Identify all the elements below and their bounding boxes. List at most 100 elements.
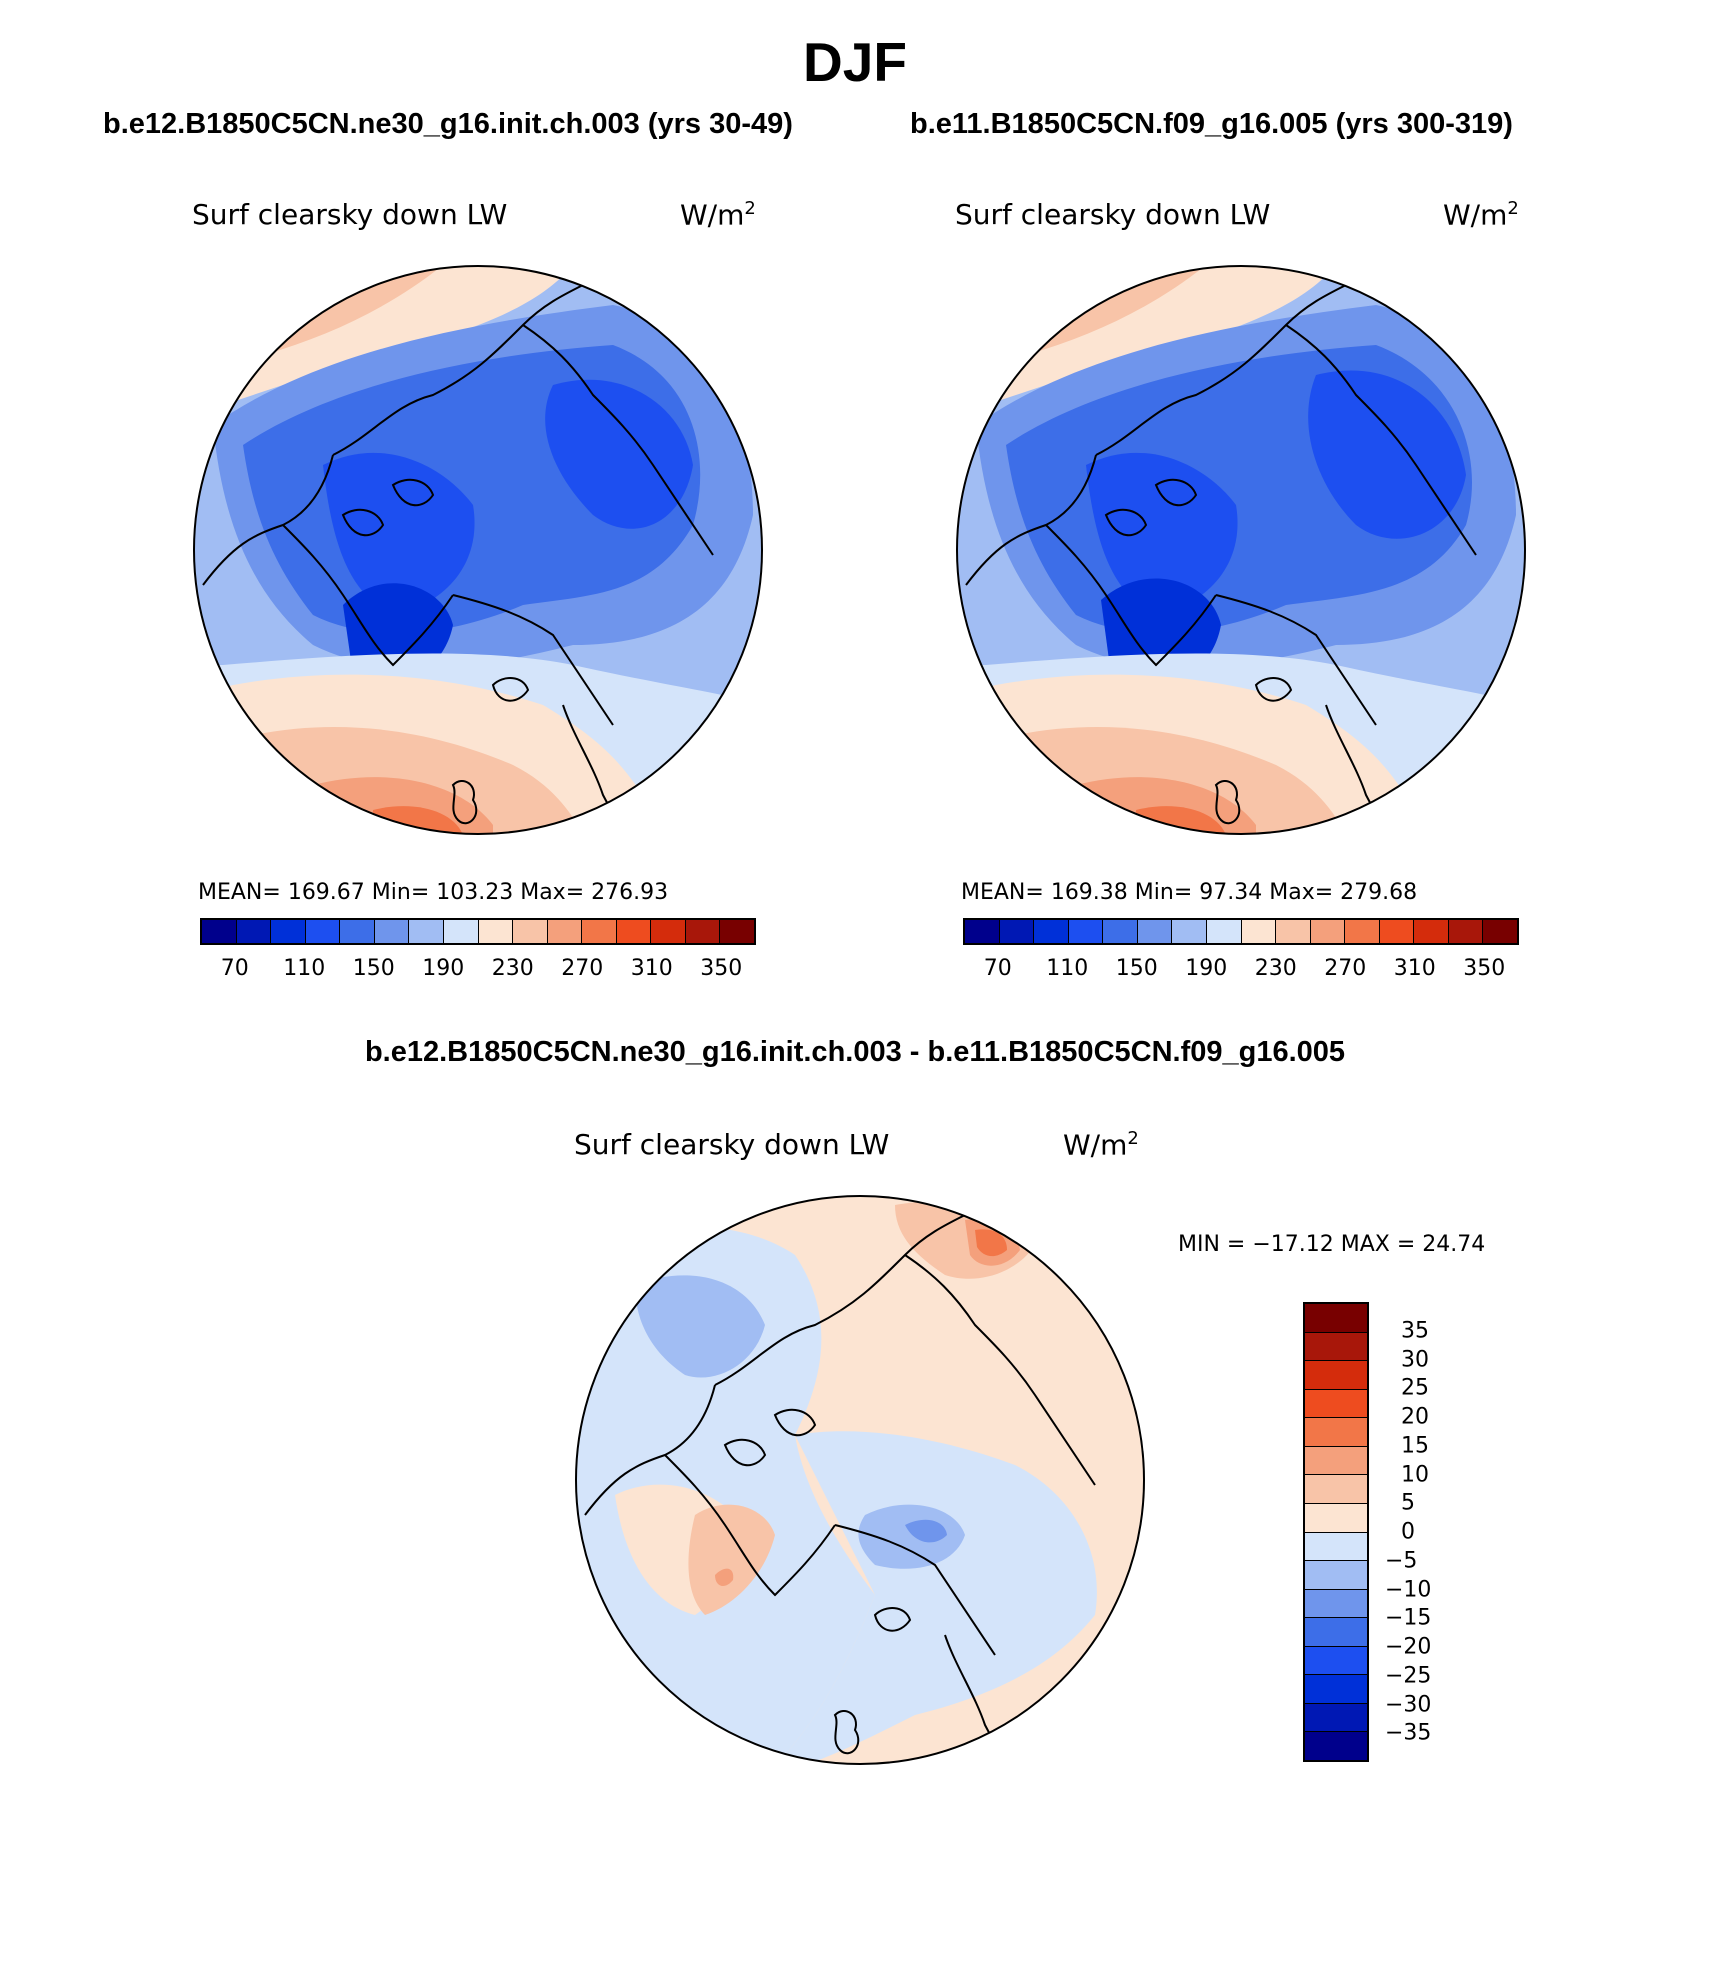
diff-colorbar <box>1303 1302 1369 1762</box>
panel2-colorbar-tick-label: 310 <box>1393 956 1436 981</box>
panel1-colorbar-swatch <box>513 920 548 943</box>
diff-colorbar-swatch <box>1305 1589 1367 1619</box>
diff-colorbar-swatch <box>1305 1532 1367 1562</box>
diff-colorbar-swatch <box>1305 1703 1367 1733</box>
case-title-right: b.e11.B1850C5CN.f09_g16.005 (yrs 300-319… <box>910 108 1513 140</box>
panel1-colorbar-swatch <box>547 920 583 943</box>
panel1-colorbar-swatch <box>616 920 652 943</box>
diff-colorbar-tick-label: −20 <box>1385 1634 1432 1660</box>
diff-colorbar-swatch <box>1305 1446 1367 1476</box>
panel1-colorbar-tick-label: 110 <box>283 956 326 981</box>
diff-colorbar-swatch <box>1305 1389 1367 1419</box>
diff-colorbar-swatch <box>1305 1646 1367 1676</box>
diff-colorbar-tick-label: −5 <box>1385 1548 1418 1574</box>
panel1-colorbar-swatch <box>271 920 306 943</box>
panel2-colorbar-swatch <box>1172 920 1207 943</box>
panel1-colorbar-ticks: 70 110 150 190 230 270 310 350 <box>200 956 756 986</box>
panel1-map <box>193 265 763 835</box>
panel1-colorbar-tick-label: 310 <box>630 956 673 981</box>
panel1-colorbar-swatch <box>340 920 375 943</box>
diff-map <box>575 1195 1145 1765</box>
panel1-stats: MEAN= 169.67 Min= 103.23 Max= 276.93 <box>198 880 669 905</box>
panel2-colorbar-swatch <box>1034 920 1069 943</box>
panel2-colorbar-tick-label: 230 <box>1254 956 1297 981</box>
panel1-colorbar-swatch <box>443 920 479 943</box>
panel2-units: W/m2 <box>1443 198 1519 232</box>
panel1-colorbar-swatch <box>582 920 617 943</box>
diff-colorbar-swatch <box>1305 1732 1367 1760</box>
diff-colorbar-tick-label: 10 <box>1401 1462 1429 1487</box>
panel2-colorbar-ticks: 70 110 150 190 230 270 310 350 <box>963 956 1519 986</box>
diff-colorbar-tick-label: −15 <box>1385 1605 1432 1631</box>
panel2-colorbar-swatch <box>1379 920 1415 943</box>
panel1-colorbar-tick-label: 70 <box>220 956 249 981</box>
panel1-colorbar-swatch <box>236 920 272 943</box>
panel1-colorbar-swatch <box>651 920 686 943</box>
diff-colorbar-swatch <box>1305 1561 1367 1590</box>
diff-units: W/m2 <box>1063 1128 1139 1162</box>
panel1-colorbar-swatch <box>685 920 721 943</box>
figure-title: DJF <box>803 31 907 93</box>
panel1-colorbar-tick-label: 230 <box>491 956 534 981</box>
difference-title: b.e12.B1850C5CN.ne30_g16.init.ch.003 - b… <box>364 1036 1346 1068</box>
panel2-colorbar-tick-label: 190 <box>1185 956 1228 981</box>
diff-colorbar-tick-label: −25 <box>1385 1663 1432 1689</box>
panel2-colorbar-tick-label: 70 <box>983 956 1012 981</box>
diff-colorbar-swatch <box>1305 1304 1367 1333</box>
panel2-variable: Surf clearsky down LW <box>955 198 1271 231</box>
diff-colorbar-tick-label: 20 <box>1401 1404 1429 1430</box>
panel2-stats: MEAN= 169.38 Min= 97.34 Max= 279.68 <box>961 880 1418 905</box>
diff-colorbar-swatch <box>1305 1361 1367 1390</box>
diff-stats: MIN = −17.12 MAX = 24.74 <box>1178 1232 1486 1257</box>
diff-colorbar-tick-label: 35 <box>1401 1318 1429 1344</box>
panel1-colorbar-tick-label: 190 <box>422 956 465 981</box>
panel2-colorbar-swatch <box>1137 920 1173 943</box>
diff-colorbar-tick-label: 5 <box>1401 1490 1415 1516</box>
diff-colorbar-ticks: 35 30 25 20 15 10 5 0 −5 −10 −15 −20 −25 −30 −35 <box>1385 1302 1465 1762</box>
diff-colorbar-swatch <box>1305 1475 1367 1504</box>
panel2-colorbar-tick-label: 270 <box>1324 956 1367 981</box>
diff-colorbar-tick-label: 30 <box>1401 1347 1429 1372</box>
panel2-colorbar-tick-label: 350 <box>1463 956 1506 981</box>
diff-colorbar-swatch <box>1305 1618 1367 1647</box>
panel1-colorbar-swatch <box>720 920 754 943</box>
diff-colorbar-tick-label: −30 <box>1385 1692 1432 1717</box>
diff-variable: Surf clearsky down LW <box>574 1128 890 1161</box>
panel2-colorbar <box>963 918 1519 945</box>
panel1-colorbar-swatch <box>305 920 341 943</box>
panel1-colorbar-swatch <box>478 920 514 943</box>
panel2-colorbar-swatch <box>1414 920 1449 943</box>
diff-colorbar-tick-label: 25 <box>1401 1375 1429 1401</box>
panel2-colorbar-swatch <box>1241 920 1277 943</box>
panel2-colorbar-swatch <box>1206 920 1242 943</box>
panel2-colorbar-swatch <box>965 920 1000 943</box>
case-title-left: b.e12.B1850C5CN.ne30_g16.init.ch.003 (yr… <box>103 108 793 140</box>
diff-colorbar-swatch <box>1305 1418 1367 1447</box>
panel2-colorbar-swatch <box>999 920 1035 943</box>
panel1-units: W/m2 <box>680 198 756 232</box>
panel1-colorbar <box>200 918 756 945</box>
panel2-colorbar-swatch <box>1068 920 1104 943</box>
panel2-colorbar-swatch <box>1483 920 1517 943</box>
panel1-colorbar-swatch <box>409 920 444 943</box>
panel2-colorbar-swatch <box>1276 920 1311 943</box>
panel2-colorbar-tick-label: 110 <box>1046 956 1089 981</box>
panel2-colorbar-swatch <box>1103 920 1138 943</box>
panel1-variable: Surf clearsky down LW <box>192 198 508 231</box>
panel2-colorbar-tick-label: 150 <box>1115 956 1158 981</box>
panel1-colorbar-tick-label: 350 <box>700 956 743 981</box>
panel2-colorbar-swatch <box>1448 920 1484 943</box>
panel2-colorbar-swatch <box>1310 920 1346 943</box>
diff-colorbar-tick-label: −35 <box>1385 1720 1432 1746</box>
diff-colorbar-tick-label: −10 <box>1385 1577 1432 1602</box>
diff-colorbar-tick-label: 15 <box>1401 1433 1429 1459</box>
diff-colorbar-swatch <box>1305 1675 1367 1704</box>
diff-colorbar-swatch <box>1305 1503 1367 1533</box>
panel1-colorbar-swatch <box>374 920 410 943</box>
panel1-colorbar-swatch <box>202 920 237 943</box>
panel2-colorbar-swatch <box>1345 920 1380 943</box>
panel1-colorbar-tick-label: 270 <box>561 956 604 981</box>
diff-colorbar-tick-label: 0 <box>1401 1519 1415 1545</box>
diff-colorbar-swatch <box>1305 1332 1367 1362</box>
panel2-map <box>956 265 1526 835</box>
